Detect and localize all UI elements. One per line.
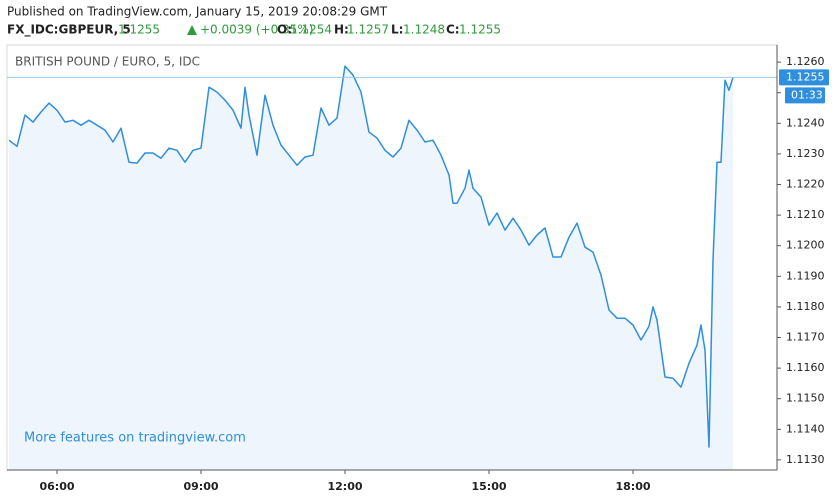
- y-tick-label: 1.1200: [786, 239, 825, 252]
- ohlc-value: 1.1248: [403, 23, 445, 37]
- y-tick-label: 1.1260: [786, 55, 825, 68]
- countdown-label: 01:33: [791, 88, 823, 101]
- y-tick-label: 1.1150: [786, 392, 825, 405]
- published-line: Published on TradingView.com, January 15…: [7, 5, 388, 19]
- last-price-box: [779, 69, 829, 86]
- ohlc-value: 1.1257: [347, 23, 389, 37]
- y-tick-label: 1.1130: [786, 453, 825, 466]
- x-tick-label: 06:00: [39, 480, 74, 493]
- x-tick-label: 09:00: [183, 480, 218, 493]
- symbol: FX_IDC:GBPEUR, 5: [7, 23, 131, 38]
- y-tick-label: 1.1160: [786, 361, 825, 374]
- y-tick-label: 1.1180: [786, 300, 825, 313]
- y-tick-label: 1.1140: [786, 422, 825, 435]
- change: +0.0039 (+0.35%): [200, 23, 313, 37]
- ohlc-label: O:: [277, 23, 292, 37]
- y-tick-label: 1.1190: [786, 269, 825, 282]
- x-tick-label: 15:00: [471, 480, 506, 493]
- area-fill: [9, 66, 733, 470]
- ohlc-label: L:: [391, 23, 403, 37]
- x-tick-label: 12:00: [327, 480, 362, 493]
- y-tick-label: 1.1220: [786, 178, 825, 191]
- chart-title: BRITISH POUND / EURO, 5, IDC: [15, 55, 200, 69]
- x-tick-label: 18:00: [615, 480, 650, 493]
- ohlc-value: 1.1254: [290, 23, 332, 37]
- price-line: [8, 65, 734, 448]
- ohlc-label: H:: [334, 23, 349, 37]
- y-tick-label: 1.1240: [786, 116, 825, 129]
- watermark: More features on tradingview.com: [24, 431, 246, 446]
- y-tick-label: 1.1210: [786, 208, 825, 221]
- ohlc-value: 1.1255: [459, 23, 501, 37]
- ohlc-label: C:: [446, 23, 460, 37]
- y-tick-label: 1.1170: [786, 331, 825, 344]
- up-arrow: [187, 25, 197, 35]
- last-price-label: 1.1255: [786, 70, 825, 83]
- countdown-box: [785, 87, 825, 104]
- y-tick-label: 1.1230: [786, 147, 825, 160]
- last-price: 1.1255: [118, 23, 160, 37]
